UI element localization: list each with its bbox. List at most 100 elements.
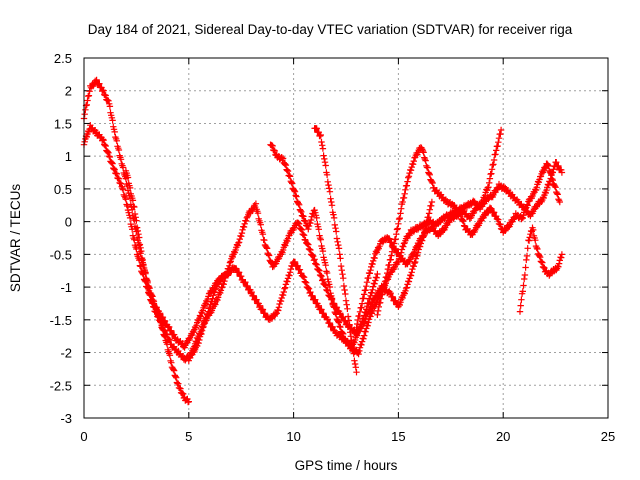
point-track-g [490, 156, 498, 164]
point-track-d [252, 200, 260, 207]
point-track-d [411, 259, 418, 267]
point-track-c [131, 210, 139, 218]
point-track-e [313, 214, 320, 222]
point-track-d [428, 202, 435, 209]
point-track-h [497, 221, 504, 228]
point-track-f [316, 132, 324, 140]
point-track-c [305, 285, 313, 292]
point-track-d [296, 220, 303, 228]
point-track-d [310, 252, 317, 260]
point-track-b [106, 153, 113, 160]
point-track-e [545, 182, 552, 189]
point-track-i [555, 263, 562, 270]
point-track-d [412, 258, 419, 266]
point-track-f [338, 267, 345, 274]
point-track-c [303, 279, 310, 286]
point-track-g [371, 254, 378, 262]
point-track-h [404, 178, 411, 185]
point-track-b [110, 165, 118, 173]
point-track-c [278, 294, 285, 302]
point-track-i [534, 245, 541, 253]
point-track-d [404, 281, 411, 288]
point-track-e [360, 335, 367, 342]
point-track-b [124, 202, 131, 210]
point-track-c [136, 241, 144, 248]
point-track-h [519, 214, 526, 222]
series-track-i [516, 224, 566, 315]
point-track-e [278, 154, 285, 161]
point-track-c [138, 247, 145, 255]
point-track-c [244, 282, 251, 290]
point-track-d [319, 277, 326, 284]
x-tick-label: 25 [601, 429, 615, 444]
point-track-d [387, 290, 394, 297]
point-track-e [284, 167, 291, 174]
point-track-h [428, 178, 436, 185]
point-track-c [315, 302, 322, 309]
point-track-h [486, 204, 494, 211]
point-track-h [551, 183, 559, 190]
point-track-g [362, 286, 369, 294]
point-track-h [408, 163, 415, 171]
point-track-e [293, 193, 300, 200]
y-tick-label: -2.5 [50, 378, 72, 393]
point-track-c [273, 310, 280, 317]
point-track-h [383, 273, 390, 281]
point-track-e [279, 155, 287, 162]
point-track-f [317, 131, 324, 139]
point-track-c [370, 283, 377, 290]
point-track-g [409, 250, 417, 257]
point-track-f [331, 221, 338, 229]
point-track-d [235, 239, 243, 246]
point-track-h [393, 231, 400, 238]
point-track-h [398, 205, 405, 212]
point-track-e [328, 295, 336, 302]
point-track-e [296, 201, 303, 208]
point-track-g [365, 274, 372, 282]
point-track-f [328, 198, 335, 206]
point-track-f [319, 145, 327, 152]
point-track-d [405, 278, 413, 285]
point-track-i [520, 282, 527, 289]
point-track-e [292, 192, 299, 199]
point-track-h [405, 173, 413, 180]
y-tick-label: 1 [65, 149, 72, 164]
point-track-d [300, 232, 308, 239]
point-track-e [333, 311, 340, 318]
point-track-e [307, 220, 314, 227]
point-track-a [106, 103, 114, 110]
point-track-h [379, 287, 387, 294]
point-track-h [387, 256, 394, 263]
point-track-f [337, 262, 345, 270]
series-track-a [80, 76, 192, 406]
point-track-a [177, 385, 184, 392]
point-track-c [284, 275, 292, 282]
point-track-e [298, 208, 305, 216]
point-track-f [335, 245, 343, 252]
point-track-f [328, 202, 336, 209]
point-track-i [521, 275, 528, 283]
point-track-h [407, 167, 415, 174]
point-track-a [109, 117, 116, 124]
point-track-c [250, 292, 257, 300]
point-track-c [259, 306, 267, 313]
x-axis-label: GPS time / hours [295, 458, 398, 473]
point-track-i [558, 254, 565, 261]
point-track-a [86, 88, 93, 95]
x-tick-label: 0 [80, 429, 87, 444]
point-track-e [286, 173, 294, 180]
point-track-e [423, 221, 431, 228]
series-track-h [374, 144, 563, 318]
point-track-b [109, 160, 116, 167]
point-track-e [330, 303, 337, 310]
point-track-e [339, 329, 346, 337]
point-track-b [122, 194, 129, 201]
point-track-i [537, 254, 544, 261]
point-track-h [418, 144, 425, 152]
point-track-f [342, 290, 349, 298]
point-track-d [265, 252, 273, 259]
point-track-d [340, 314, 347, 321]
y-tick-label: 0 [65, 215, 72, 230]
point-track-a [96, 80, 103, 87]
point-track-e [322, 262, 329, 269]
